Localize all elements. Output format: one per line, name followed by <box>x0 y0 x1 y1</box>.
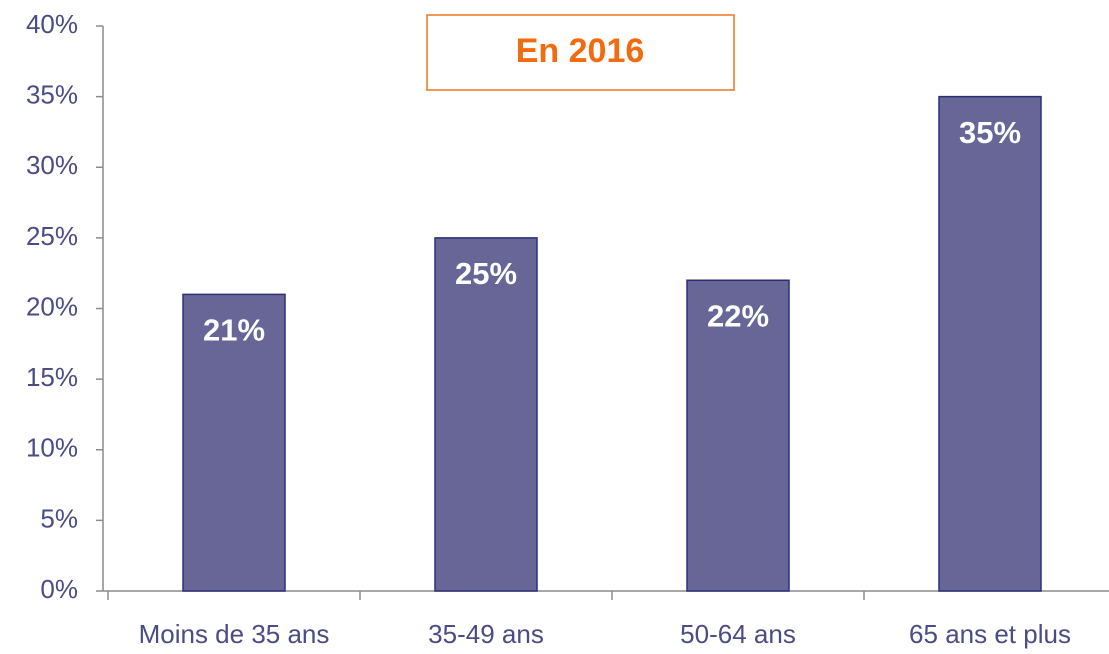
annotation-box <box>426 14 735 91</box>
bar <box>434 237 538 592</box>
y-tick-label: 25% <box>26 221 78 251</box>
value-label: 25% <box>455 256 517 291</box>
annotation: En 2016 <box>516 32 645 70</box>
x-tick-label: 65 ans et plus <box>909 619 1071 649</box>
x-tick-label: 35-49 ans <box>428 619 544 649</box>
value-label: 22% <box>707 298 769 333</box>
y-tick-label: 0% <box>40 574 78 604</box>
y-tick-label: 15% <box>26 362 78 392</box>
x-tick-label: 50-64 ans <box>680 619 796 649</box>
bar <box>938 95 1042 592</box>
x-tick-label: Moins de 35 ans <box>139 619 330 649</box>
y-tick-label: 5% <box>40 503 78 533</box>
y-tick-label: 30% <box>26 150 78 180</box>
value-label: 21% <box>203 313 265 348</box>
y-tick-label: 10% <box>26 433 78 463</box>
y-tick-label: 35% <box>26 80 78 110</box>
y-tick-label: 40% <box>26 9 78 39</box>
bar <box>686 279 790 592</box>
y-tick-label: 20% <box>26 291 78 321</box>
bar <box>182 293 286 592</box>
value-label: 35% <box>959 115 1021 150</box>
